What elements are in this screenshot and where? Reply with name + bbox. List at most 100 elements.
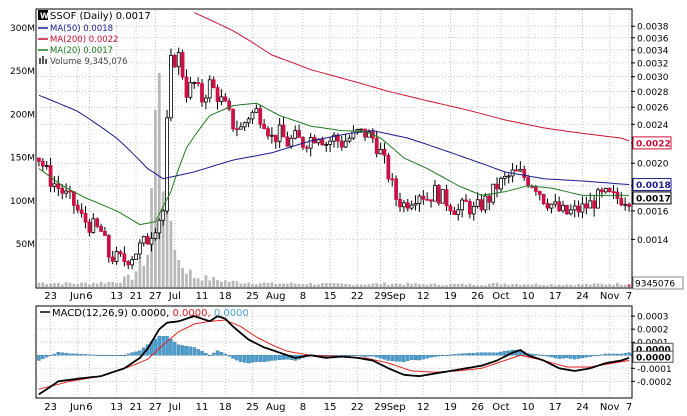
- macd-hist-bar: [406, 355, 410, 361]
- volume-bar: [53, 283, 56, 287]
- candle-up: [332, 134, 336, 142]
- price-tick-label: 0.0026: [637, 104, 669, 114]
- volume-bar: [138, 257, 142, 287]
- macd-hist-bar: [64, 353, 68, 356]
- macd-hist-bar: [79, 354, 84, 356]
- macd-hist-bar: [41, 355, 45, 359]
- x-tick-label: 27: [149, 402, 162, 413]
- macd-hist-bar: [68, 353, 72, 356]
- macd-hist-bar: [460, 353, 464, 356]
- volume-bar: [130, 279, 134, 287]
- volume-bar: [449, 283, 452, 287]
- macd-hist-bar: [138, 350, 142, 356]
- candle-down: [444, 189, 449, 207]
- x-tick-label: 25: [246, 291, 259, 302]
- volume-bar: [515, 283, 518, 287]
- x-tick-label: 18: [219, 402, 232, 413]
- volume-bar: [317, 284, 320, 287]
- x-tick-label: 17: [549, 402, 562, 413]
- macd-hist-bar: [604, 353, 608, 356]
- legend-swatch-volume: [39, 58, 41, 64]
- macd-legend-label: MACD(12,26,9) 0.0000,: [52, 308, 172, 319]
- volume-bar: [258, 283, 262, 287]
- x-tick-label: 23: [44, 291, 57, 302]
- macd-hist-bar: [441, 355, 445, 357]
- logo-mark: [38, 10, 48, 20]
- candle-down: [576, 205, 581, 213]
- candle-down: [386, 155, 391, 180]
- candle-down: [297, 130, 301, 138]
- volume-bar: [297, 283, 301, 287]
- macd-hist-bar: [37, 355, 41, 361]
- volume-bar: [581, 284, 584, 287]
- x-tick-label: 8: [300, 291, 306, 302]
- volume-bar: [472, 284, 476, 287]
- candle-up: [568, 209, 573, 215]
- ma50-line: [38, 94, 630, 185]
- macd-hist-bar: [200, 351, 204, 356]
- macd-hist-bar: [619, 353, 623, 356]
- volume-bar: [608, 284, 612, 287]
- volume-bar: [336, 283, 340, 287]
- x-tick-label: 24: [576, 291, 589, 302]
- macd-legend-signal: 0.0000,: [172, 308, 213, 319]
- macd-hist-bar: [262, 355, 266, 362]
- volume-bar: [301, 284, 305, 287]
- volume-bar: [41, 282, 45, 287]
- candle-down: [468, 201, 472, 215]
- current-value-box: [632, 191, 672, 205]
- x-tick-label: 29: [374, 291, 387, 302]
- legend-entry-ma20: MA(20) 0.0017: [50, 46, 113, 56]
- x-tick-label: 10: [522, 402, 535, 413]
- volume-bar: [332, 283, 336, 287]
- volume-bar: [286, 283, 289, 287]
- x-tick-label: Sep: [387, 291, 406, 302]
- macd-hist-bar: [433, 355, 437, 357]
- volume-bar: [192, 277, 196, 287]
- volume-bar: [487, 283, 491, 287]
- macd-hist-bar: [569, 355, 573, 359]
- candle-down: [607, 187, 612, 193]
- price-tick-label: 0.0034: [637, 46, 669, 56]
- macd-hist-bar: [413, 355, 418, 361]
- macd-hist-bar: [495, 352, 499, 356]
- volume-bar: [530, 284, 534, 287]
- candle-up: [402, 202, 406, 208]
- x-tick-label: Oct: [492, 402, 509, 413]
- volume-bar: [64, 282, 68, 287]
- volume-bar: [243, 283, 247, 287]
- volume-bar: [518, 284, 522, 287]
- volume-bar: [146, 254, 150, 287]
- x-tick-label: 15: [324, 291, 337, 302]
- macd-hist-bar: [215, 350, 220, 356]
- macd-hist-bar: [386, 355, 391, 361]
- x-tick-label: 11: [196, 402, 209, 413]
- macd-panel-frame: [35, 305, 633, 399]
- macd-axis: -0.0002-0.00010.00000.00010.00020.00030.…: [631, 313, 674, 388]
- macd-hist-bar: [565, 355, 569, 359]
- candle-down: [382, 149, 387, 156]
- candle-down: [537, 191, 542, 195]
- volume-bar: [414, 283, 417, 287]
- volume-bar: [398, 283, 402, 287]
- volume-bar: [522, 284, 526, 287]
- candle-down: [619, 198, 624, 206]
- volume-bar: [390, 284, 394, 287]
- x-tick-label: 12: [417, 402, 430, 413]
- ma200-line: [193, 12, 630, 142]
- candle-up: [460, 199, 464, 211]
- volume-bar: [425, 285, 429, 287]
- candle-down: [339, 140, 344, 148]
- macd-hist-bar: [503, 351, 507, 356]
- x-tick-label: 18: [219, 291, 232, 302]
- x-tick-label: 23: [44, 402, 57, 413]
- volume-bar: [476, 285, 480, 287]
- candle-up: [549, 203, 554, 209]
- macd-hist-bar: [472, 352, 476, 356]
- volume-bar: [410, 284, 414, 287]
- candle-up: [483, 195, 488, 211]
- macd-tick-label: -0.0001: [637, 365, 672, 375]
- volume-bar: [542, 285, 546, 287]
- volume-bar: [406, 282, 410, 287]
- price-tick-label: 0.0038: [637, 23, 669, 33]
